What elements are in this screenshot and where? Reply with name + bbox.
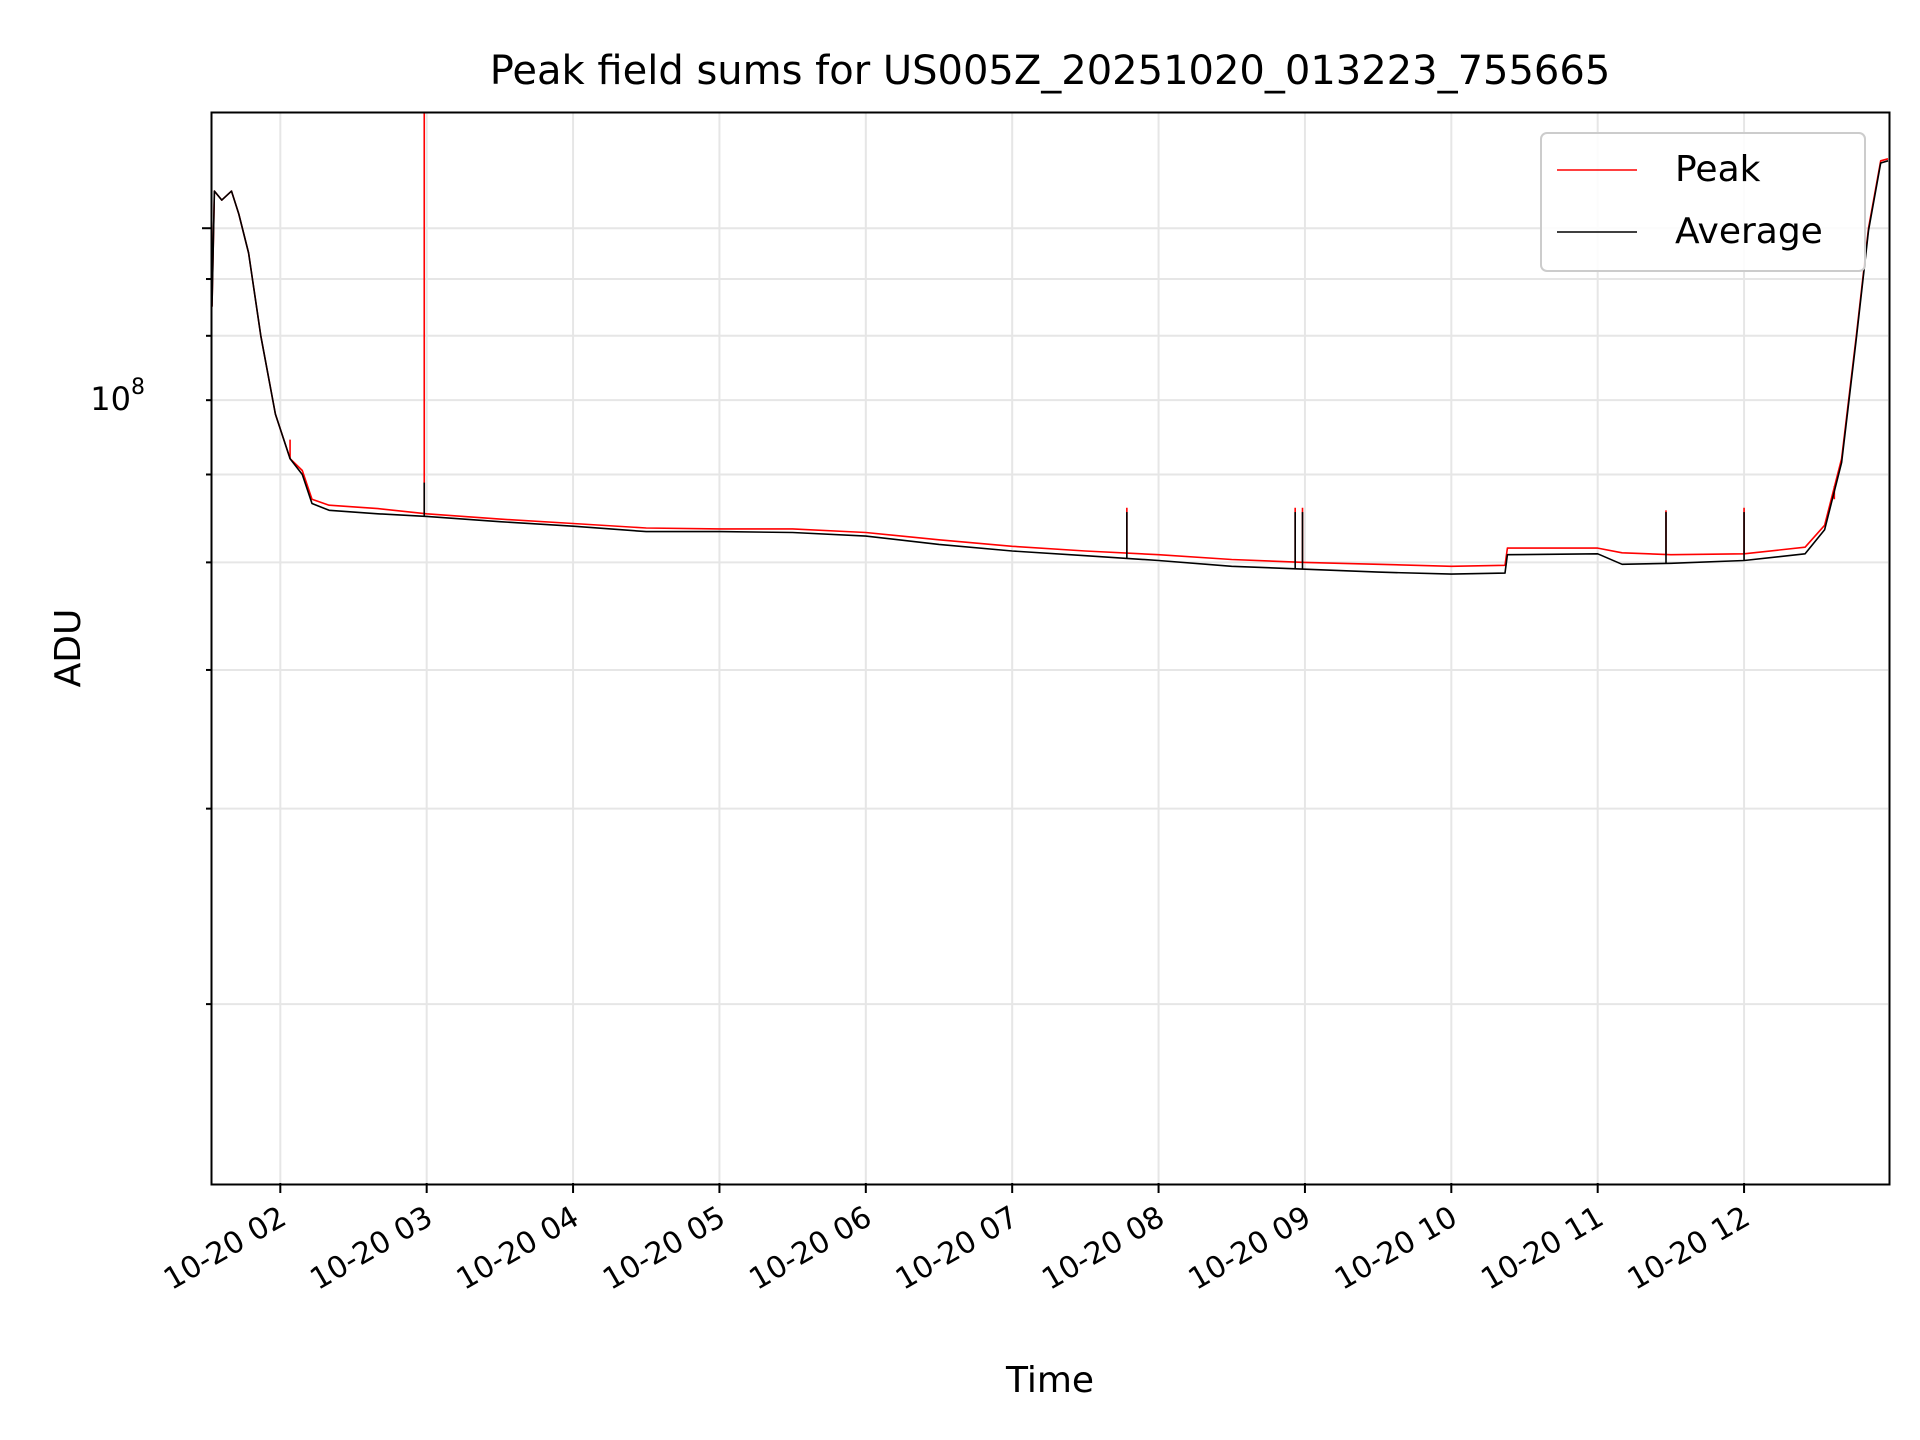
- x-tick-label: 10-20 02: [158, 1200, 292, 1298]
- y-axis-label: ADU: [48, 609, 89, 688]
- x-tick-label: 10-20 12: [1622, 1200, 1756, 1298]
- axis-ticks: 10-20 02 10-20 03 10-20 04 10-20 05 10-20 06…: [158, 227, 1756, 1298]
- x-tick-label: 10-20 07: [890, 1200, 1024, 1298]
- x-tick-label: 10-20 04: [451, 1200, 585, 1298]
- x-tick-label: 10-20 11: [1475, 1200, 1609, 1298]
- x-tick-label: 10-20 05: [597, 1200, 731, 1298]
- series-lines: [211, 113, 1889, 575]
- legend-label-average: Average: [1675, 211, 1823, 252]
- x-tick-label: 10-20 06: [743, 1200, 877, 1298]
- series-line-average: [211, 160, 1889, 575]
- legend: Peak Average: [1540, 132, 1866, 272]
- legend-box: [1540, 132, 1866, 272]
- y-tick-label: 108: [90, 375, 145, 418]
- x-tick-label: 10-20 10: [1329, 1200, 1463, 1298]
- chart-title: Peak field sums for US005Z_20251020_0132…: [490, 48, 1611, 94]
- x-tick-label: 10-20 08: [1036, 1200, 1170, 1298]
- y-tick-label-base: 10: [90, 380, 131, 418]
- plot-frame: [210, 111, 1891, 1186]
- legend-label-peak: Peak: [1675, 149, 1761, 190]
- x-tick-label: 10-20 09: [1183, 1200, 1317, 1298]
- y-tick-label-exponent: 8: [131, 375, 145, 400]
- grid: [212, 113, 1888, 1183]
- x-axis-label: Time: [1005, 1360, 1094, 1401]
- x-tick-label: 10-20 03: [304, 1200, 438, 1298]
